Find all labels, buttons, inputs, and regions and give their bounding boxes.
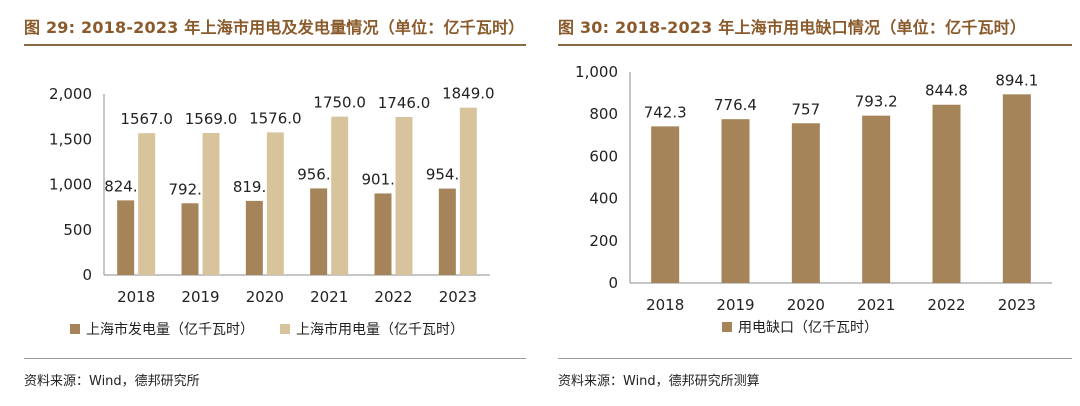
title-rule — [24, 44, 526, 46]
legend-item-generation: 上海市发电量（亿千瓦时） — [70, 319, 254, 339]
data-label: 1750.0 — [313, 94, 366, 112]
x-tick-label: 2021 — [310, 288, 348, 306]
data-label: 1746.0 — [378, 94, 431, 112]
data-label: 757 — [792, 100, 821, 118]
y-tick-label: 200 — [589, 232, 618, 250]
x-tick-label: 2021 — [857, 296, 895, 314]
chart-left-svg: 0 500 1,000 1,500 2,000 2018 824.7 1567.0 2019 79… — [49, 85, 495, 306]
x-tick-label: 2023 — [998, 296, 1036, 314]
source-note: 资料来源：Wind，德邦研究所 — [24, 374, 200, 389]
legend-swatch — [722, 322, 732, 332]
legend-label: 上海市发电量（亿千瓦时） — [86, 322, 254, 338]
legend: 用电缺口（亿千瓦时） — [722, 317, 904, 337]
bar — [395, 116, 413, 275]
data-label: 792.6 — [169, 180, 212, 198]
bar — [117, 200, 135, 275]
legend-swatch — [280, 324, 290, 334]
data-label: 894.1 — [995, 71, 1038, 89]
x-tick-label: 2023 — [439, 288, 477, 306]
data-label: 776.4 — [714, 96, 757, 114]
bottom-rule — [558, 358, 1072, 359]
y-tick-label: 1,000 — [575, 63, 618, 81]
bar — [310, 188, 328, 275]
title-rule — [558, 44, 1072, 46]
bar — [651, 126, 680, 284]
x-tick-label: 2019 — [181, 288, 219, 306]
x-tick-label: 2019 — [716, 296, 754, 314]
bar — [266, 132, 284, 275]
source-note: 资料来源：Wind，德邦研究所测算 — [558, 374, 760, 389]
bar — [138, 133, 156, 275]
data-label: 844.8 — [925, 82, 968, 100]
bar — [932, 104, 961, 284]
data-label: 1576.0 — [249, 109, 302, 127]
chart-title: 图 30: 2018-2023 年上海市用电缺口情况（单位：亿千瓦时） — [558, 18, 1027, 37]
bar — [721, 119, 750, 284]
chart-title: 图 29: 2018-2023 年上海市用电及发电量情况（单位：亿千瓦时） — [24, 18, 525, 37]
data-label: 793.2 — [855, 93, 898, 111]
bar — [331, 116, 349, 275]
bar — [791, 123, 820, 283]
x-tick-label: 2018 — [646, 296, 684, 314]
y-tick-label: 0 — [82, 266, 92, 284]
bar — [374, 193, 392, 275]
y-tick-label: 600 — [589, 147, 618, 165]
y-tick-label: 2,000 — [49, 85, 92, 103]
chart-right-svg: 0 200 400 600 800 1,000 2018 742.3 2019 776.4 2020… — [575, 63, 1052, 314]
y-tick-label: 500 — [63, 221, 92, 239]
bottom-rule — [24, 358, 526, 359]
data-label: 1567.0 — [120, 110, 173, 128]
bar — [1002, 94, 1031, 283]
legend: 上海市发电量（亿千瓦时） 上海市用电量（亿千瓦时） — [70, 319, 490, 339]
x-tick-label: 2020 — [246, 288, 284, 306]
y-tick-label: 0 — [608, 274, 618, 292]
x-tick-label: 2022 — [927, 296, 965, 314]
y-tick-label: 1,500 — [49, 130, 92, 148]
data-label: 1849.0 — [442, 85, 495, 103]
legend-item-consumption: 上海市用电量（亿千瓦时） — [280, 319, 464, 339]
data-label: 824.7 — [104, 177, 147, 195]
bar — [862, 115, 891, 283]
chart-panel-right: 图 30: 2018-2023 年上海市用电缺口情况（单位：亿千瓦时） 0 200… — [552, 0, 1080, 406]
x-tick-label: 2018 — [117, 288, 155, 306]
legend-swatch — [70, 324, 80, 334]
chart-panel-left: 图 29: 2018-2023 年上海市用电及发电量情况（单位：亿千瓦时） 0 5… — [24, 18, 526, 389]
bar — [245, 200, 263, 275]
bar — [459, 107, 477, 275]
bar — [181, 203, 199, 275]
legend-label: 上海市用电量（亿千瓦时） — [296, 322, 464, 338]
y-tick-label: 400 — [589, 190, 618, 208]
x-tick-label: 2022 — [374, 288, 412, 306]
data-label: 1569.0 — [185, 110, 238, 128]
data-label: 901.2 — [362, 170, 405, 188]
legend-label: 用电缺口（亿千瓦时） — [738, 320, 878, 336]
legend-item-gap: 用电缺口（亿千瓦时） — [722, 317, 878, 337]
data-label: 819.0 — [233, 178, 276, 196]
data-label: 956.8 — [297, 165, 340, 183]
bar — [202, 133, 220, 275]
data-label: 954.9 — [426, 166, 469, 184]
y-tick-label: 800 — [589, 105, 618, 123]
bar — [438, 188, 456, 275]
y-tick-label: 1,000 — [49, 176, 92, 194]
data-label: 742.3 — [644, 103, 687, 121]
x-tick-label: 2020 — [787, 296, 825, 314]
